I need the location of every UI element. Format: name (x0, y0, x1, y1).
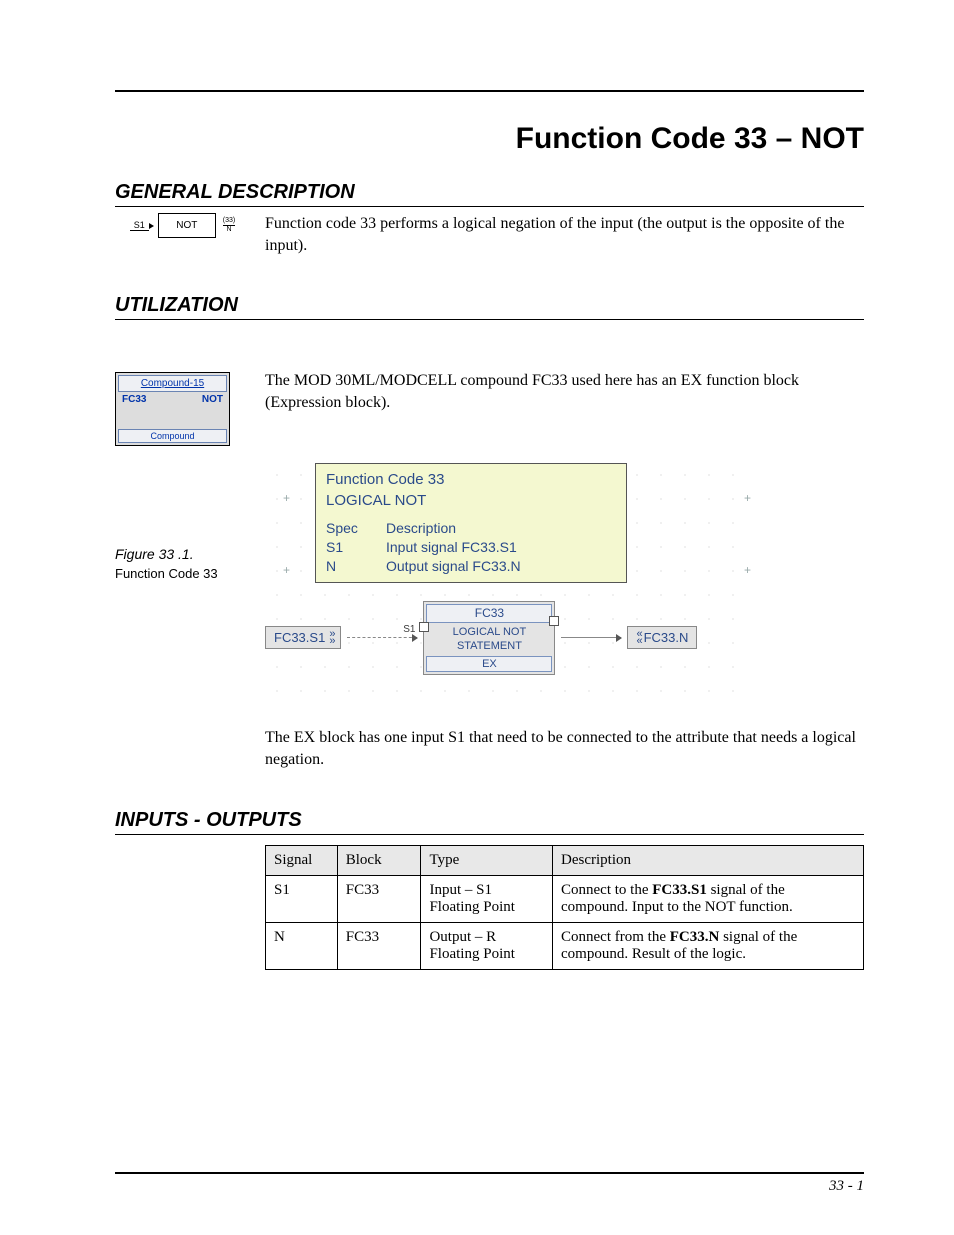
ex-block: FC33 LOGICAL NOT STATEMENT EX (423, 601, 555, 675)
diagram-left-tag: FC33.S1 »» (265, 626, 341, 649)
table-row: S1FC33Input – S1Floating PointConnect to… (266, 875, 864, 922)
io-desc: Connect to the FC33.S1 signal of the com… (553, 875, 864, 922)
utilization-post-text: The EX block has one input S1 that need … (265, 727, 864, 770)
diagram-infobox: Function Code 33 LOGICAL NOT Spec Descri… (315, 463, 627, 582)
not-symbol-s1: S1 (130, 220, 149, 231)
not-symbol-out: N (223, 226, 235, 234)
io-block: FC33 (337, 875, 421, 922)
chev-left-icon: «« (636, 631, 639, 644)
io-col-0: Signal (266, 845, 338, 875)
figure-caption-sub: Function Code 33 (115, 566, 250, 581)
infobox-title1: Function Code 33 (326, 470, 616, 490)
io-type: Output – RFloating Point (421, 922, 553, 969)
ex-hdr: FC33 (426, 604, 552, 624)
compound-right: NOT (202, 394, 223, 405)
io-block: FC33 (337, 922, 421, 969)
ex-line1: LOGICAL NOT (424, 625, 554, 639)
not-symbol-core: NOT (158, 213, 216, 238)
ex-line2: STATEMENT (424, 639, 554, 653)
figure-caption-title: Figure 33 .1. (115, 546, 250, 562)
chev-right-icon: »» (329, 631, 332, 644)
right-tag-text: FC33.N (644, 630, 689, 645)
spec-1-c1: N (326, 557, 386, 576)
spec-header-c2: Description (386, 519, 456, 538)
left-tag-text: FC33.S1 (274, 630, 325, 645)
utilization-text: The MOD 30ML/MODCELL compound FC33 used … (265, 370, 864, 413)
io-col-3: Description (553, 845, 864, 875)
spec-0-c2: Input signal FC33.S1 (386, 538, 517, 557)
io-signal: S1 (266, 875, 338, 922)
compound-footer: Compound (118, 429, 227, 443)
ex-footer: EX (426, 656, 552, 672)
spec-header-c1: Spec (326, 519, 386, 538)
ex-port-left (419, 622, 429, 632)
diagram-right-tag: «« FC33.N (627, 626, 697, 649)
compound-left: FC33 (122, 394, 146, 405)
function-diagram: + + + + Function Code 33 LOGICAL NOT Spe… (265, 463, 745, 713)
table-row: NFC33Output – RFloating PointConnect fro… (266, 922, 864, 969)
io-table: Signal Block Type Description S1FC33Inpu… (265, 845, 864, 970)
compound-thumbnail: Compound-15 FC33 NOT Compound (115, 372, 230, 446)
general-text: Function code 33 performs a logical nega… (265, 213, 864, 256)
spec-1-c2: Output signal FC33.N (386, 557, 521, 576)
infobox-title2: LOGICAL NOT (326, 491, 616, 511)
heading-general: GENERAL DESCRIPTION (115, 181, 864, 207)
heading-utilization: UTILIZATION (115, 294, 864, 320)
io-type: Input – S1Floating Point (421, 875, 553, 922)
page-title: Function Code 33 – NOT (115, 122, 864, 156)
heading-io: INPUTS - OUTPUTS (115, 809, 864, 835)
not-symbol-code: (33) (223, 217, 235, 226)
io-desc: Connect from the FC33.N signal of the co… (553, 922, 864, 969)
section-utilization: UTILIZATION Compound-15 FC33 NOT Compoun… (115, 294, 864, 780)
section-general: GENERAL DESCRIPTION S1 NOT (33) N F (115, 181, 864, 266)
io-col-2: Type (421, 845, 553, 875)
page-footer: 33 - 1 (115, 1172, 864, 1195)
io-signal: N (266, 922, 338, 969)
spec-0-c1: S1 (326, 538, 386, 557)
ex-port-right (549, 616, 559, 626)
io-col-1: Block (337, 845, 421, 875)
section-io: INPUTS - OUTPUTS Signal Block Type Descr… (115, 809, 864, 970)
compound-title: Compound-15 (118, 375, 227, 392)
